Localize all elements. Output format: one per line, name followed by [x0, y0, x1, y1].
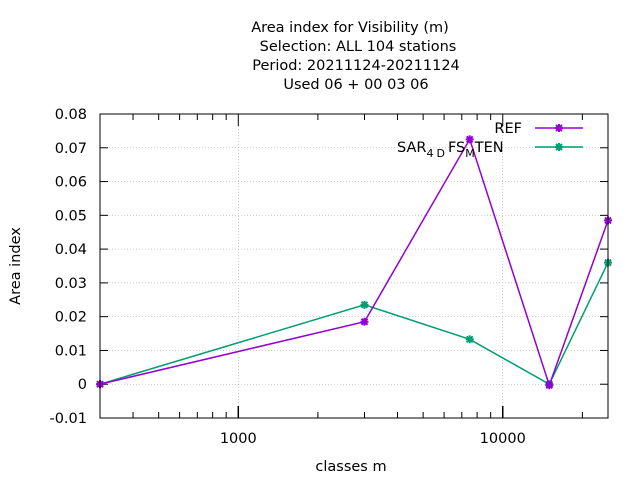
legend-sar-part-b: D — [436, 147, 444, 160]
data-point-sar — [360, 300, 369, 309]
legend-sar-sub1: 4 — [426, 147, 433, 160]
y-tick-label: 0 — [78, 377, 87, 393]
data-point-ref — [360, 317, 369, 326]
data-point-sar — [465, 335, 474, 344]
legend-sar-sub2: M — [465, 147, 475, 160]
title-line-3: Period: 20211124-20211124 — [252, 58, 460, 74]
data-point-ref — [545, 381, 554, 390]
y-tick-label: 0.02 — [55, 310, 87, 326]
y-tick-label: 0.04 — [55, 242, 87, 258]
series-line-ref — [99, 137, 609, 388]
legend-marker-sar — [555, 143, 563, 151]
y-tick-label: -0.01 — [49, 411, 87, 427]
y-axis-label: Area index — [8, 227, 24, 305]
x-tick-label: 1000 — [220, 431, 257, 447]
chart-title: Area index for Visibility (m) Selection:… — [251, 20, 460, 93]
legend-sar-part-d: TEN — [474, 140, 504, 156]
legend-sar-part-a: SAR — [397, 140, 426, 156]
plot-frame — [99, 113, 609, 419]
title-line-4: Used 06 + 00 03 06 — [283, 77, 428, 93]
y-tick-label: 0.08 — [55, 107, 87, 123]
legend: REF SAR4 D FSMTEN — [397, 121, 583, 160]
title-line-2: Selection: ALL 104 stations — [260, 39, 457, 55]
axis-ticks: -0.01 0 0.01 0.02 0.03 0.04 0.05 0.06 0.07 0.08 10… — [49, 107, 608, 447]
y-tick-label: 0.06 — [55, 175, 87, 191]
x-axis-label: classes m — [315, 459, 386, 475]
y-tick-label: 0.05 — [55, 208, 87, 224]
legend-label-sar: SAR4 D FSMTEN — [397, 140, 504, 160]
legend-marker-ref — [555, 124, 563, 132]
title-line-1: Area index for Visibility (m) — [251, 20, 449, 36]
y-tick-label: 0.03 — [55, 276, 87, 292]
x-tick-label: 10000 — [480, 431, 526, 447]
series-group — [96, 135, 612, 390]
data-point-ref — [465, 135, 474, 144]
legend-label-ref: REF — [494, 121, 522, 137]
y-tick-label: 0.07 — [55, 141, 87, 157]
grid-lines — [100, 113, 608, 419]
legend-sar-part-c: FS — [448, 140, 465, 156]
y-tick-label: 0.01 — [55, 343, 87, 359]
